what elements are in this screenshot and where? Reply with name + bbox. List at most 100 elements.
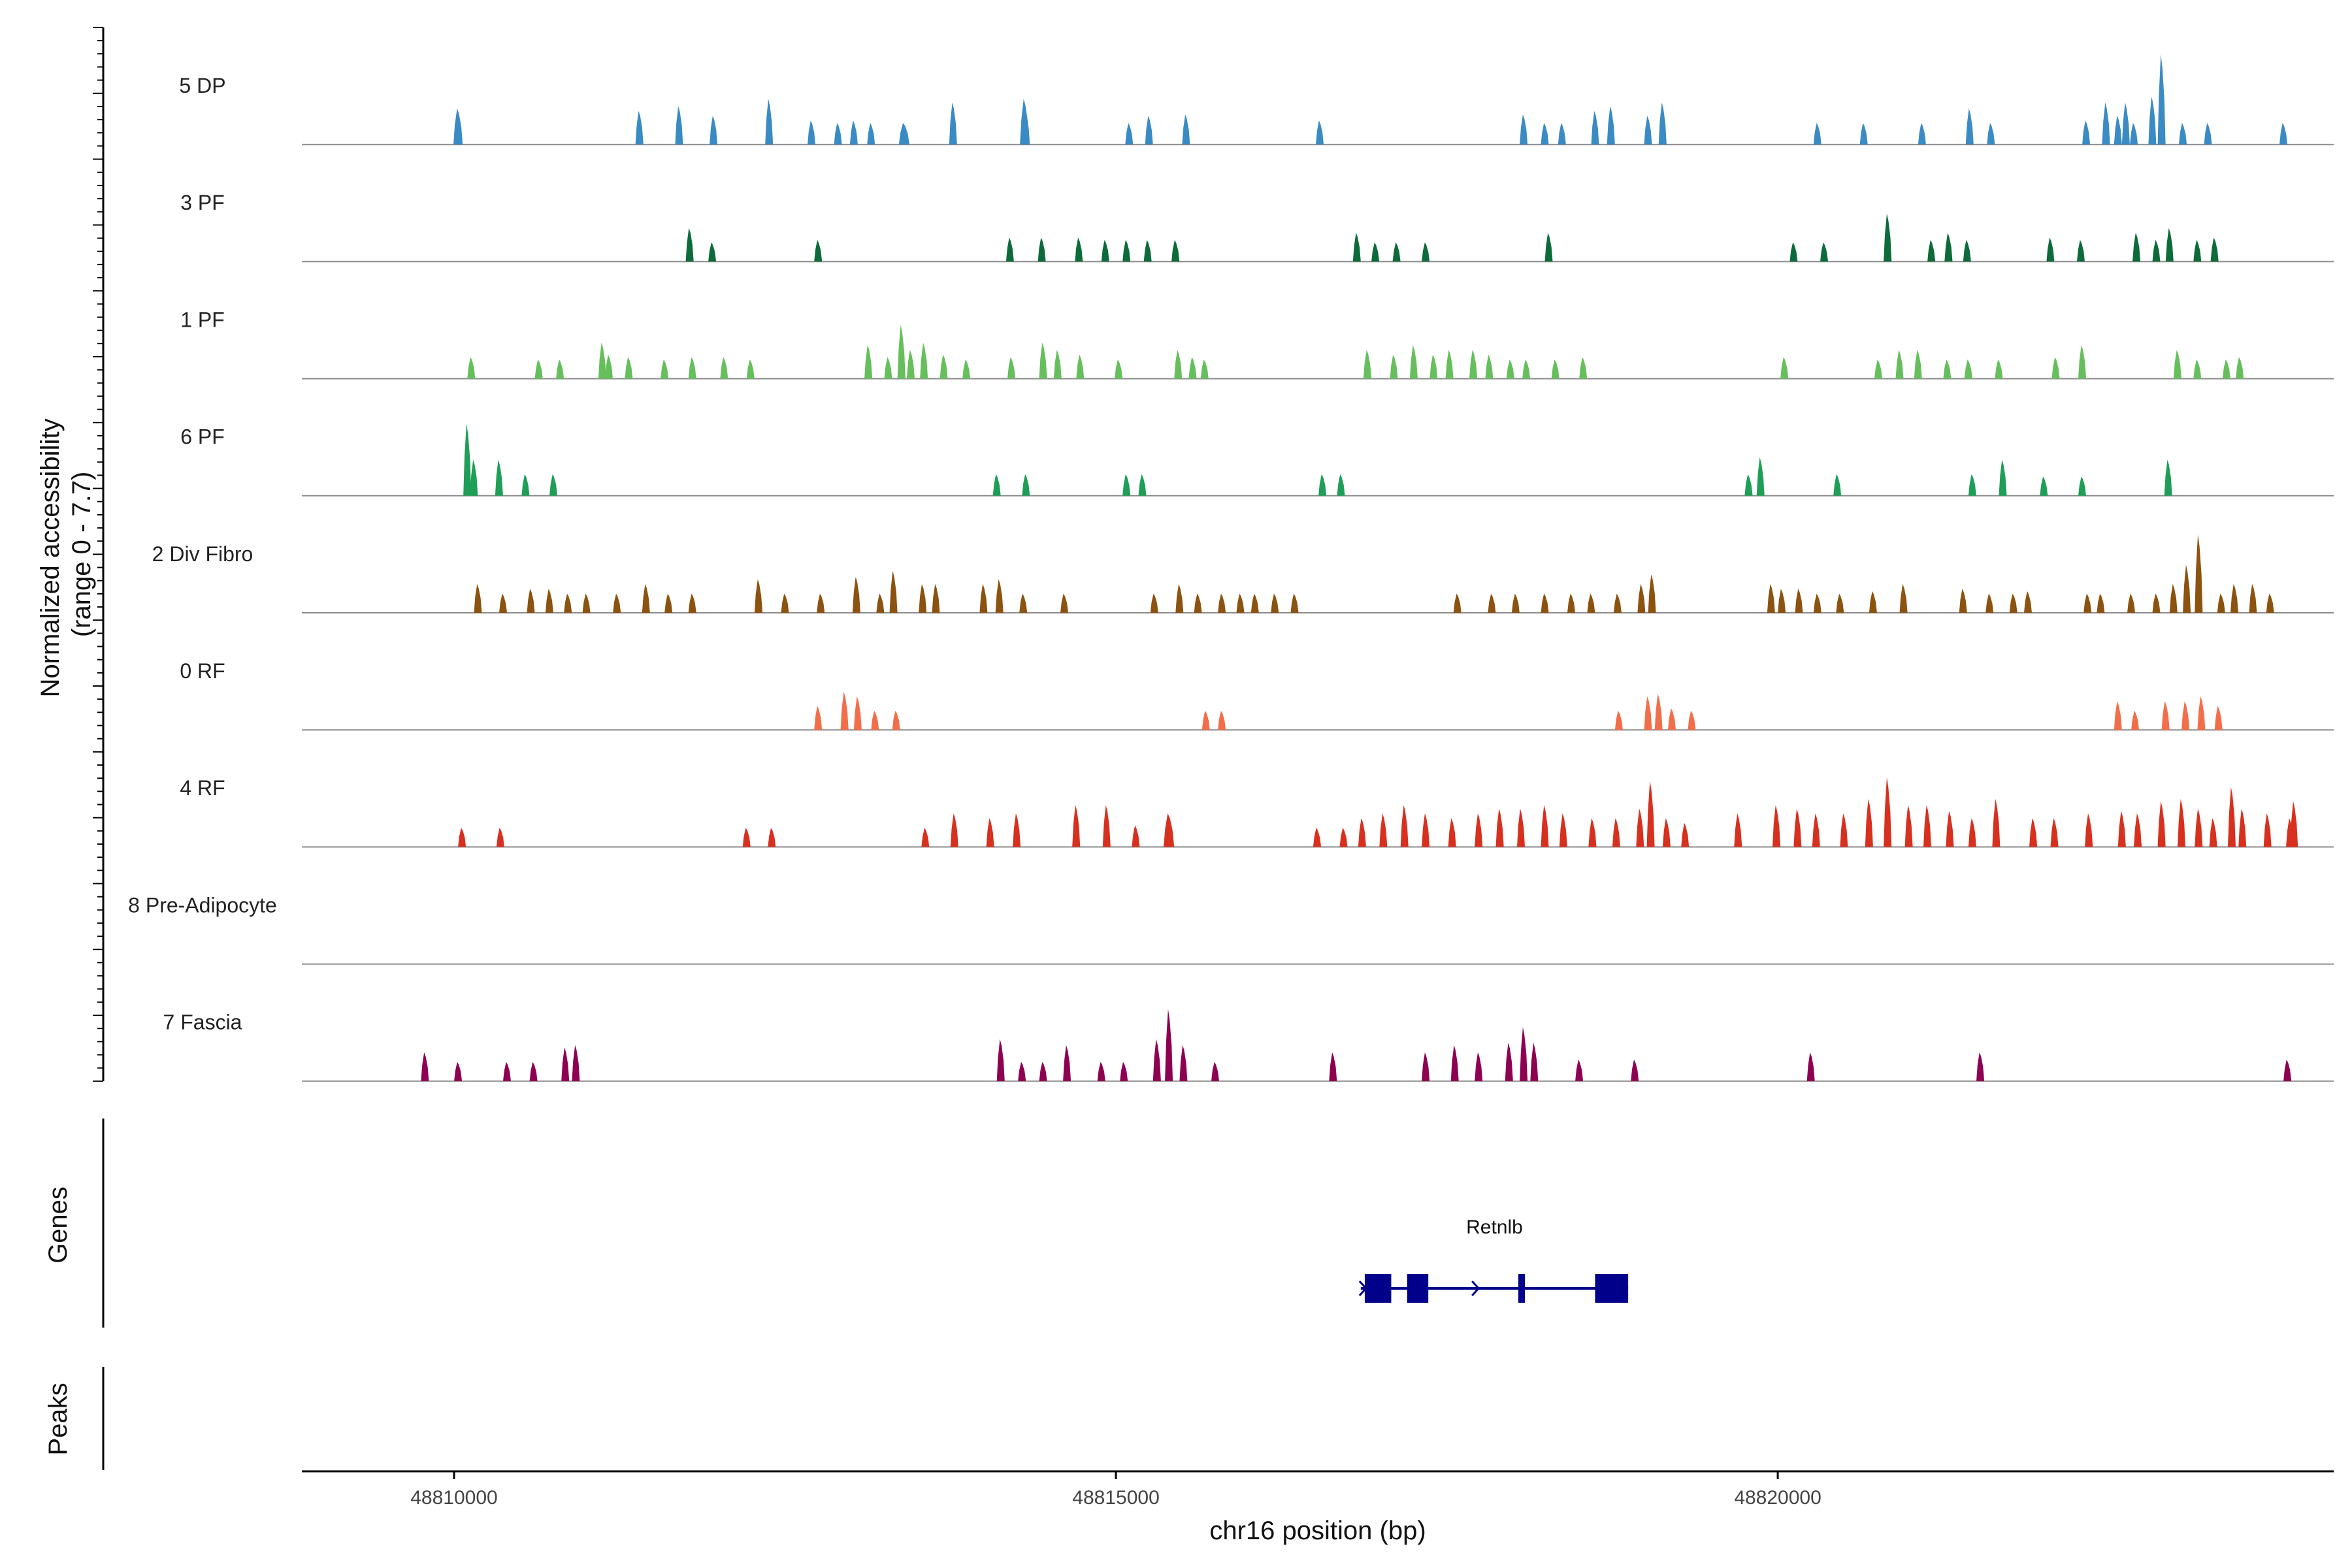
gene-exon xyxy=(1518,1274,1526,1303)
coverage-peak xyxy=(1530,1043,1539,1081)
coverage-peak xyxy=(1182,114,1190,145)
coverage-peak xyxy=(2134,813,2142,847)
coverage-peak xyxy=(1918,123,1926,145)
coverage-peak xyxy=(1631,1059,1639,1081)
coverage-peak xyxy=(1448,818,1456,847)
coverage-peak xyxy=(1789,242,1798,262)
coverage-peak xyxy=(1813,123,1821,145)
gene-name-label: Retnlb xyxy=(1466,1217,1523,1238)
coverage-peak xyxy=(1075,237,1083,262)
coverage-peak xyxy=(897,324,906,379)
coverage-peak xyxy=(1644,696,1652,730)
coverage-peak xyxy=(1833,474,1842,496)
coverage-peak xyxy=(2228,787,2236,847)
coverage-peak xyxy=(1899,583,1908,613)
coverage-peak xyxy=(2009,593,2017,613)
y-axis-title: Normalized accessibility (range 0 - 7.7) xyxy=(36,411,96,697)
coverage-peak xyxy=(1175,583,1184,613)
coverage-peak xyxy=(1218,710,1226,730)
coverage-peak xyxy=(1007,357,1015,379)
coverage-peak xyxy=(1995,359,2003,379)
coverage-peak xyxy=(1409,345,1418,379)
coverage-peak xyxy=(1211,1062,1219,1081)
coverage-peak xyxy=(1654,694,1663,730)
coverage-peak xyxy=(1506,359,1514,379)
coverage-peak xyxy=(1646,781,1655,847)
coverage-peak xyxy=(1780,357,1789,379)
coverage-peak xyxy=(625,357,633,379)
coverage-peak xyxy=(708,242,717,262)
coverage-peak xyxy=(1734,813,1742,847)
track-label: 8 Pre-Adipocyte xyxy=(128,893,277,917)
coverage-peak xyxy=(2266,593,2274,613)
coverage-peak xyxy=(1453,593,1462,613)
coverage-peak xyxy=(2114,116,2122,145)
x-axis-title: chr16 position (bp) xyxy=(1209,1516,1426,1545)
coverage-peak xyxy=(1339,828,1348,847)
track-label: 4 RF xyxy=(180,776,225,800)
coverage-peak xyxy=(664,593,673,613)
coverage-peak xyxy=(1964,359,1972,379)
track-0-rf: 0 RF xyxy=(180,659,2334,731)
coverage-peak xyxy=(1914,350,1922,379)
coverage-peak xyxy=(1575,1059,1584,1081)
gene-exon xyxy=(1595,1274,1629,1303)
coverage-peak xyxy=(996,1039,1005,1081)
coverage-peak xyxy=(2169,583,2178,613)
coverage-peak xyxy=(1022,110,1030,145)
coverage-peak xyxy=(1039,1062,1047,1081)
coverage-peak xyxy=(527,589,535,613)
coverage-peak xyxy=(1648,574,1656,613)
coverage-peak xyxy=(1522,359,1531,379)
y-axis-title-line1: Normalized accessibility xyxy=(36,419,65,698)
coverage-peak xyxy=(1358,818,1366,847)
coverage-peak xyxy=(1968,474,1976,496)
coverage-peak xyxy=(2165,227,2174,262)
coverage-peak xyxy=(1120,1062,1128,1081)
coverage-peak xyxy=(2179,123,2187,145)
coverage-peak xyxy=(2152,593,2161,613)
coverage-peak xyxy=(1591,110,1599,145)
coverage-peak xyxy=(642,583,650,613)
coverage-peak xyxy=(1812,813,1820,847)
coverage-peak xyxy=(2178,798,2185,847)
coverage-peak xyxy=(2230,583,2238,613)
coverage-peak xyxy=(2193,240,2202,262)
coverage-peak xyxy=(1551,359,1560,379)
peaks-axis-title: Peaks xyxy=(44,1382,73,1455)
coverage-peak xyxy=(1179,1045,1188,1081)
genes-axis-title: Genes xyxy=(44,1186,73,1264)
coverage-peak xyxy=(1122,240,1131,262)
coverage-peak xyxy=(421,1052,429,1081)
coverage-peak xyxy=(2121,102,2130,145)
coverage-peak xyxy=(1511,593,1520,613)
coverage-peak xyxy=(1125,123,1134,145)
track-3-pf: 3 PF xyxy=(180,191,2334,263)
coverage-peak xyxy=(2195,808,2203,847)
coverage-peak xyxy=(1865,798,1873,847)
coverage-peak xyxy=(1567,593,1575,613)
coverage-peak xyxy=(907,350,915,379)
coverage-peak xyxy=(1612,818,1620,847)
coverage-peak xyxy=(2132,233,2141,262)
track-label: 7 Fascia xyxy=(163,1011,242,1034)
coverage-peak xyxy=(1976,1052,1985,1081)
coverage-peak xyxy=(1005,237,1014,262)
coverage-peak xyxy=(1588,818,1597,847)
coverage-peak xyxy=(572,1045,580,1081)
coverage-peak xyxy=(892,710,900,730)
coverage-peak xyxy=(2181,701,2190,730)
coverage-peak xyxy=(1813,593,1821,613)
track-1-pf: 1 PF xyxy=(180,308,2334,380)
coverage-peak xyxy=(979,583,988,613)
coverage-peak xyxy=(582,593,591,613)
coverage-peak xyxy=(1869,591,1877,613)
coverage-peak xyxy=(1840,813,1848,847)
coverage-peak xyxy=(2114,701,2122,730)
coverage-peak xyxy=(453,108,463,145)
strand-arrow xyxy=(1358,1280,1367,1297)
x-axis-tick-label: 48820000 xyxy=(1734,1487,1821,1509)
coverage-peak xyxy=(1806,1052,1815,1081)
coverage-peak xyxy=(495,459,503,496)
coverage-peak xyxy=(2217,593,2225,613)
